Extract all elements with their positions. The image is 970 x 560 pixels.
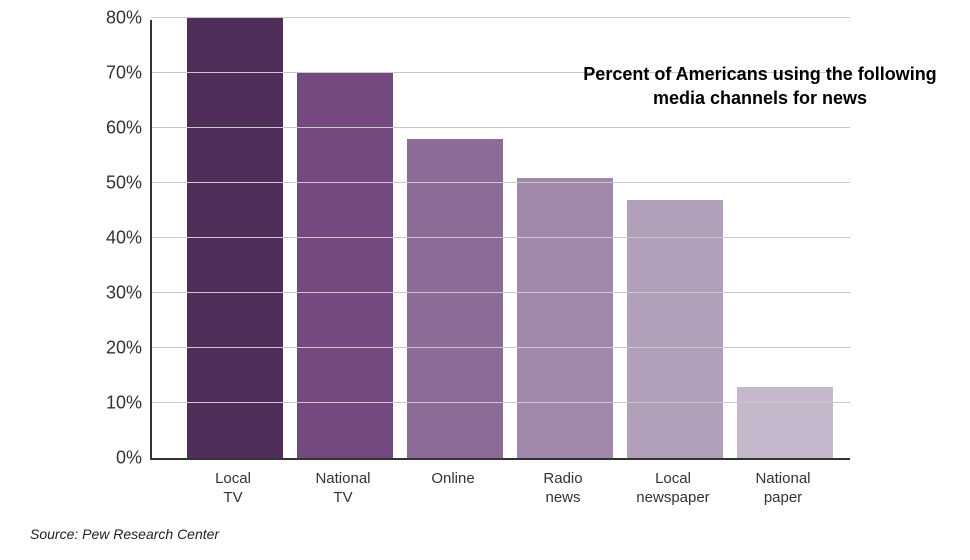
y-tick-label: 70% [106,63,152,84]
bar-slot [180,18,290,458]
gridline [152,292,850,293]
bar-slot [510,178,620,459]
source-caption: Source: Pew Research Center [30,526,219,542]
x-tick-label: Localnewspaper [618,470,728,508]
chart-title: Percent of Americans using the following… [560,62,960,111]
x-tick-label: Online [398,470,508,508]
gridline [152,182,850,183]
bar [517,178,613,459]
bar-slot [400,139,510,458]
bar [627,200,723,459]
y-tick-label: 30% [106,283,152,304]
y-tick-label: 10% [106,393,152,414]
bar-slot [620,200,730,459]
bar [737,387,833,459]
y-tick-label: 50% [106,173,152,194]
y-tick-label: 60% [106,118,152,139]
gridline [152,347,850,348]
bar-slot [730,387,840,459]
bar-slot [290,73,400,458]
y-tick-label: 20% [106,338,152,359]
bar [297,73,393,458]
y-tick-label: 80% [106,8,152,29]
y-tick-label: 40% [106,228,152,249]
y-tick-label: 0% [116,448,152,469]
gridline [152,402,850,403]
x-tick-label: NationalTV [288,470,398,508]
x-tick-label: Radionews [508,470,618,508]
gridline [152,127,850,128]
x-axis-labels: LocalTVNationalTVOnlineRadionewsLocalnew… [150,470,850,508]
gridline [152,237,850,238]
bar [407,139,503,458]
chart-container: 0%10%20%30%40%50%60%70%80% LocalTVNation… [110,20,850,480]
x-tick-label: LocalTV [178,470,288,508]
gridline [152,17,850,18]
bar [187,18,283,458]
x-tick-label: Nationalpaper [728,470,838,508]
